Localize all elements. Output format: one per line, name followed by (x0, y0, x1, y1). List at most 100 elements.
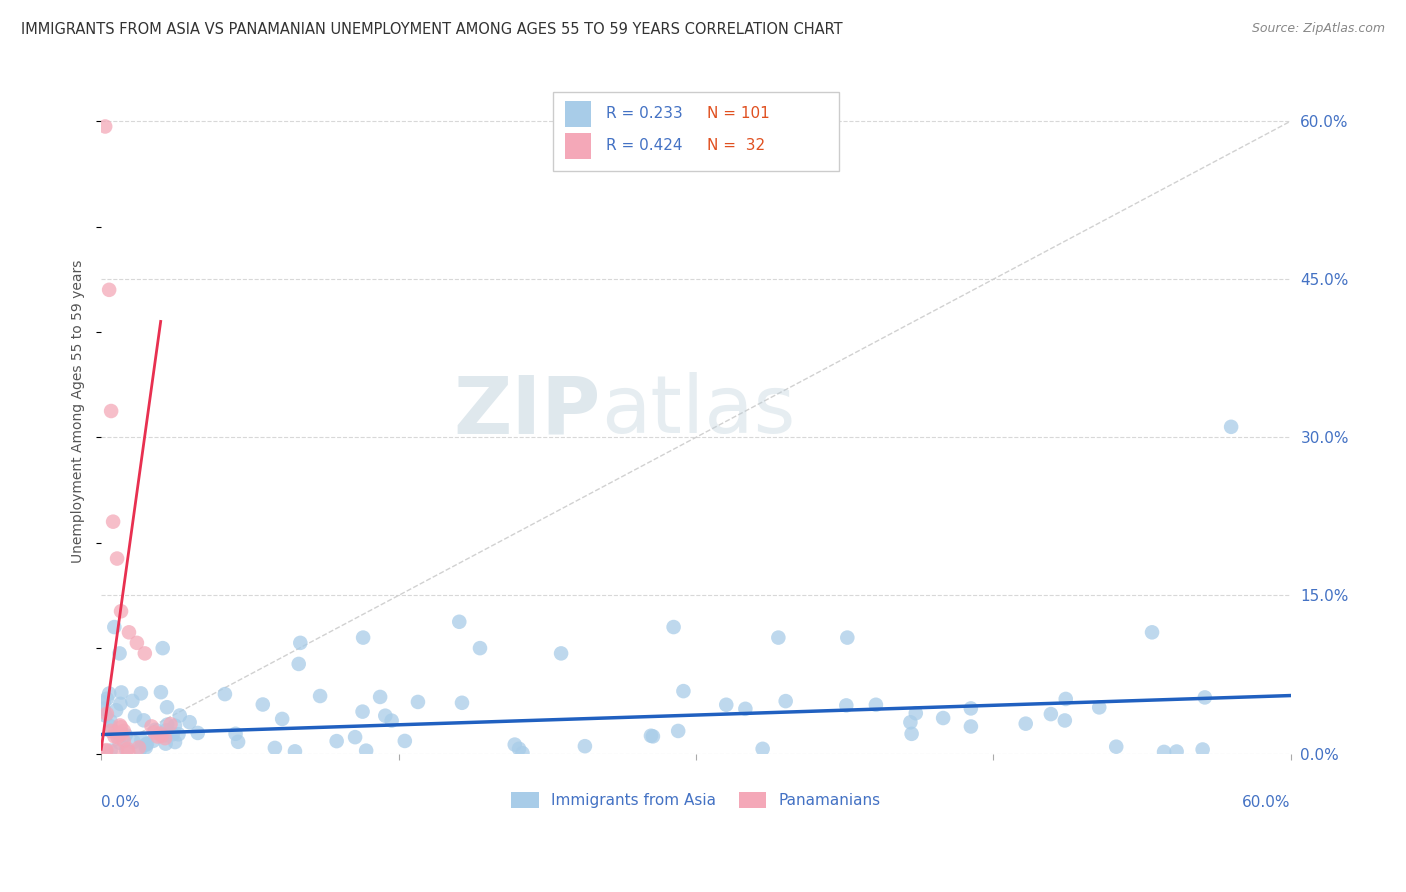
Point (152, 641, 174, 656)
Point (98, 283, 121, 297)
Point (1039, 707, 1062, 722)
Point (159, 717, 181, 731)
Point (105, 551, 128, 566)
Point (167, 727, 190, 741)
FancyBboxPatch shape (565, 133, 592, 159)
FancyBboxPatch shape (553, 93, 838, 171)
Point (1088, 700, 1111, 714)
Point (1153, 745, 1175, 759)
Point (169, 708, 191, 723)
Text: IMMIGRANTS FROM ASIA VS PANAMANIAN UNEMPLOYMENT AMONG AGES 55 TO 59 YEARS CORREL: IMMIGRANTS FROM ASIA VS PANAMANIAN UNEMP… (21, 22, 842, 37)
Point (94, 708, 117, 723)
Point (287, 657, 309, 671)
Point (163, 719, 186, 733)
Point (105, 703, 128, 717)
Point (114, 728, 136, 742)
Point (775, 694, 797, 708)
Point (124, 709, 146, 723)
Point (574, 739, 596, 754)
Point (640, 729, 662, 743)
Point (100, 743, 122, 757)
Point (344, 730, 367, 744)
Text: Source: ZipAtlas.com: Source: ZipAtlas.com (1251, 22, 1385, 36)
Text: N = 101: N = 101 (707, 106, 769, 121)
Point (900, 715, 922, 730)
Point (149, 726, 172, 740)
Point (146, 730, 169, 744)
Point (141, 719, 163, 733)
Point (93, 702, 115, 716)
Point (103, 620, 125, 634)
Point (103, 730, 125, 744)
Point (1220, 420, 1243, 434)
Point (110, 720, 132, 734)
Point (716, 698, 738, 712)
Point (143, 723, 166, 737)
Point (451, 696, 474, 710)
Point (100, 719, 122, 733)
Point (121, 694, 143, 708)
Point (128, 740, 150, 755)
Point (187, 726, 209, 740)
Text: R = 0.233: R = 0.233 (606, 106, 682, 121)
Point (325, 734, 347, 748)
Point (115, 743, 138, 757)
Point (93, 695, 115, 709)
Point (960, 701, 983, 715)
Point (117, 742, 139, 756)
Point (503, 738, 526, 752)
Point (512, 746, 534, 760)
Point (100, 723, 122, 738)
Point (110, 697, 132, 711)
Point (900, 727, 922, 741)
Point (734, 702, 756, 716)
Text: atlas: atlas (600, 372, 796, 450)
Point (112, 734, 135, 748)
Point (94, 120, 117, 134)
Point (352, 631, 374, 645)
Point (835, 698, 858, 713)
Text: 0.0%: 0.0% (101, 795, 141, 810)
Point (354, 744, 377, 758)
Point (98, 686, 121, 700)
Point (156, 700, 179, 714)
Point (264, 740, 287, 755)
Point (96, 706, 118, 721)
Point (1053, 714, 1076, 728)
Y-axis label: Unemployment Among Ages 55 to 59 years: Unemployment Among Ages 55 to 59 years (72, 260, 86, 563)
Point (94, 744, 117, 758)
Point (101, 515, 124, 529)
Point (134, 647, 156, 661)
Point (105, 743, 128, 757)
Point (150, 729, 173, 743)
Point (111, 727, 134, 741)
Point (143, 725, 166, 739)
Point (135, 740, 157, 755)
Point (768, 631, 790, 645)
Point (96, 691, 118, 706)
Point (1105, 739, 1128, 754)
Point (129, 686, 152, 700)
Point (129, 742, 152, 756)
Point (1015, 716, 1038, 731)
Point (156, 717, 179, 731)
Point (352, 705, 374, 719)
Point (252, 698, 274, 712)
Point (108, 718, 131, 732)
Point (468, 641, 491, 656)
Point (290, 636, 312, 650)
Point (381, 714, 404, 728)
Point (666, 723, 689, 738)
Point (125, 636, 148, 650)
Point (162, 727, 184, 741)
Point (105, 730, 128, 744)
Point (155, 737, 177, 751)
Point (104, 725, 127, 739)
Point (153, 731, 176, 746)
Point (837, 631, 859, 645)
Point (932, 711, 955, 725)
Text: 60.0%: 60.0% (1241, 795, 1291, 810)
Point (214, 687, 236, 701)
Point (149, 685, 172, 699)
Point (112, 723, 135, 738)
